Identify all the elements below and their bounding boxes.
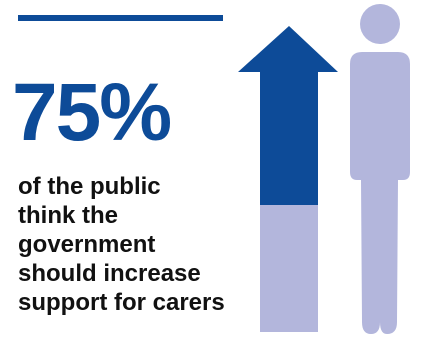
headline-caption: of the public think the government shoul… [18,172,258,317]
person-icon [350,4,410,334]
headline-percentage: 75% [12,67,172,158]
arrow-shaft-filled [260,71,318,205]
arrow-shaft-empty [260,205,318,332]
caption-line: government [18,231,156,258]
caption-line: should increase [18,260,201,287]
accent-rule [18,15,223,21]
arrow-head [238,26,338,72]
caption-line: support for carers [18,289,225,316]
person-body [350,52,410,334]
caption-line: think the [18,202,118,229]
caption-line: of the public [18,173,161,200]
person-head [360,4,400,44]
up-arrow-icon [238,26,338,332]
